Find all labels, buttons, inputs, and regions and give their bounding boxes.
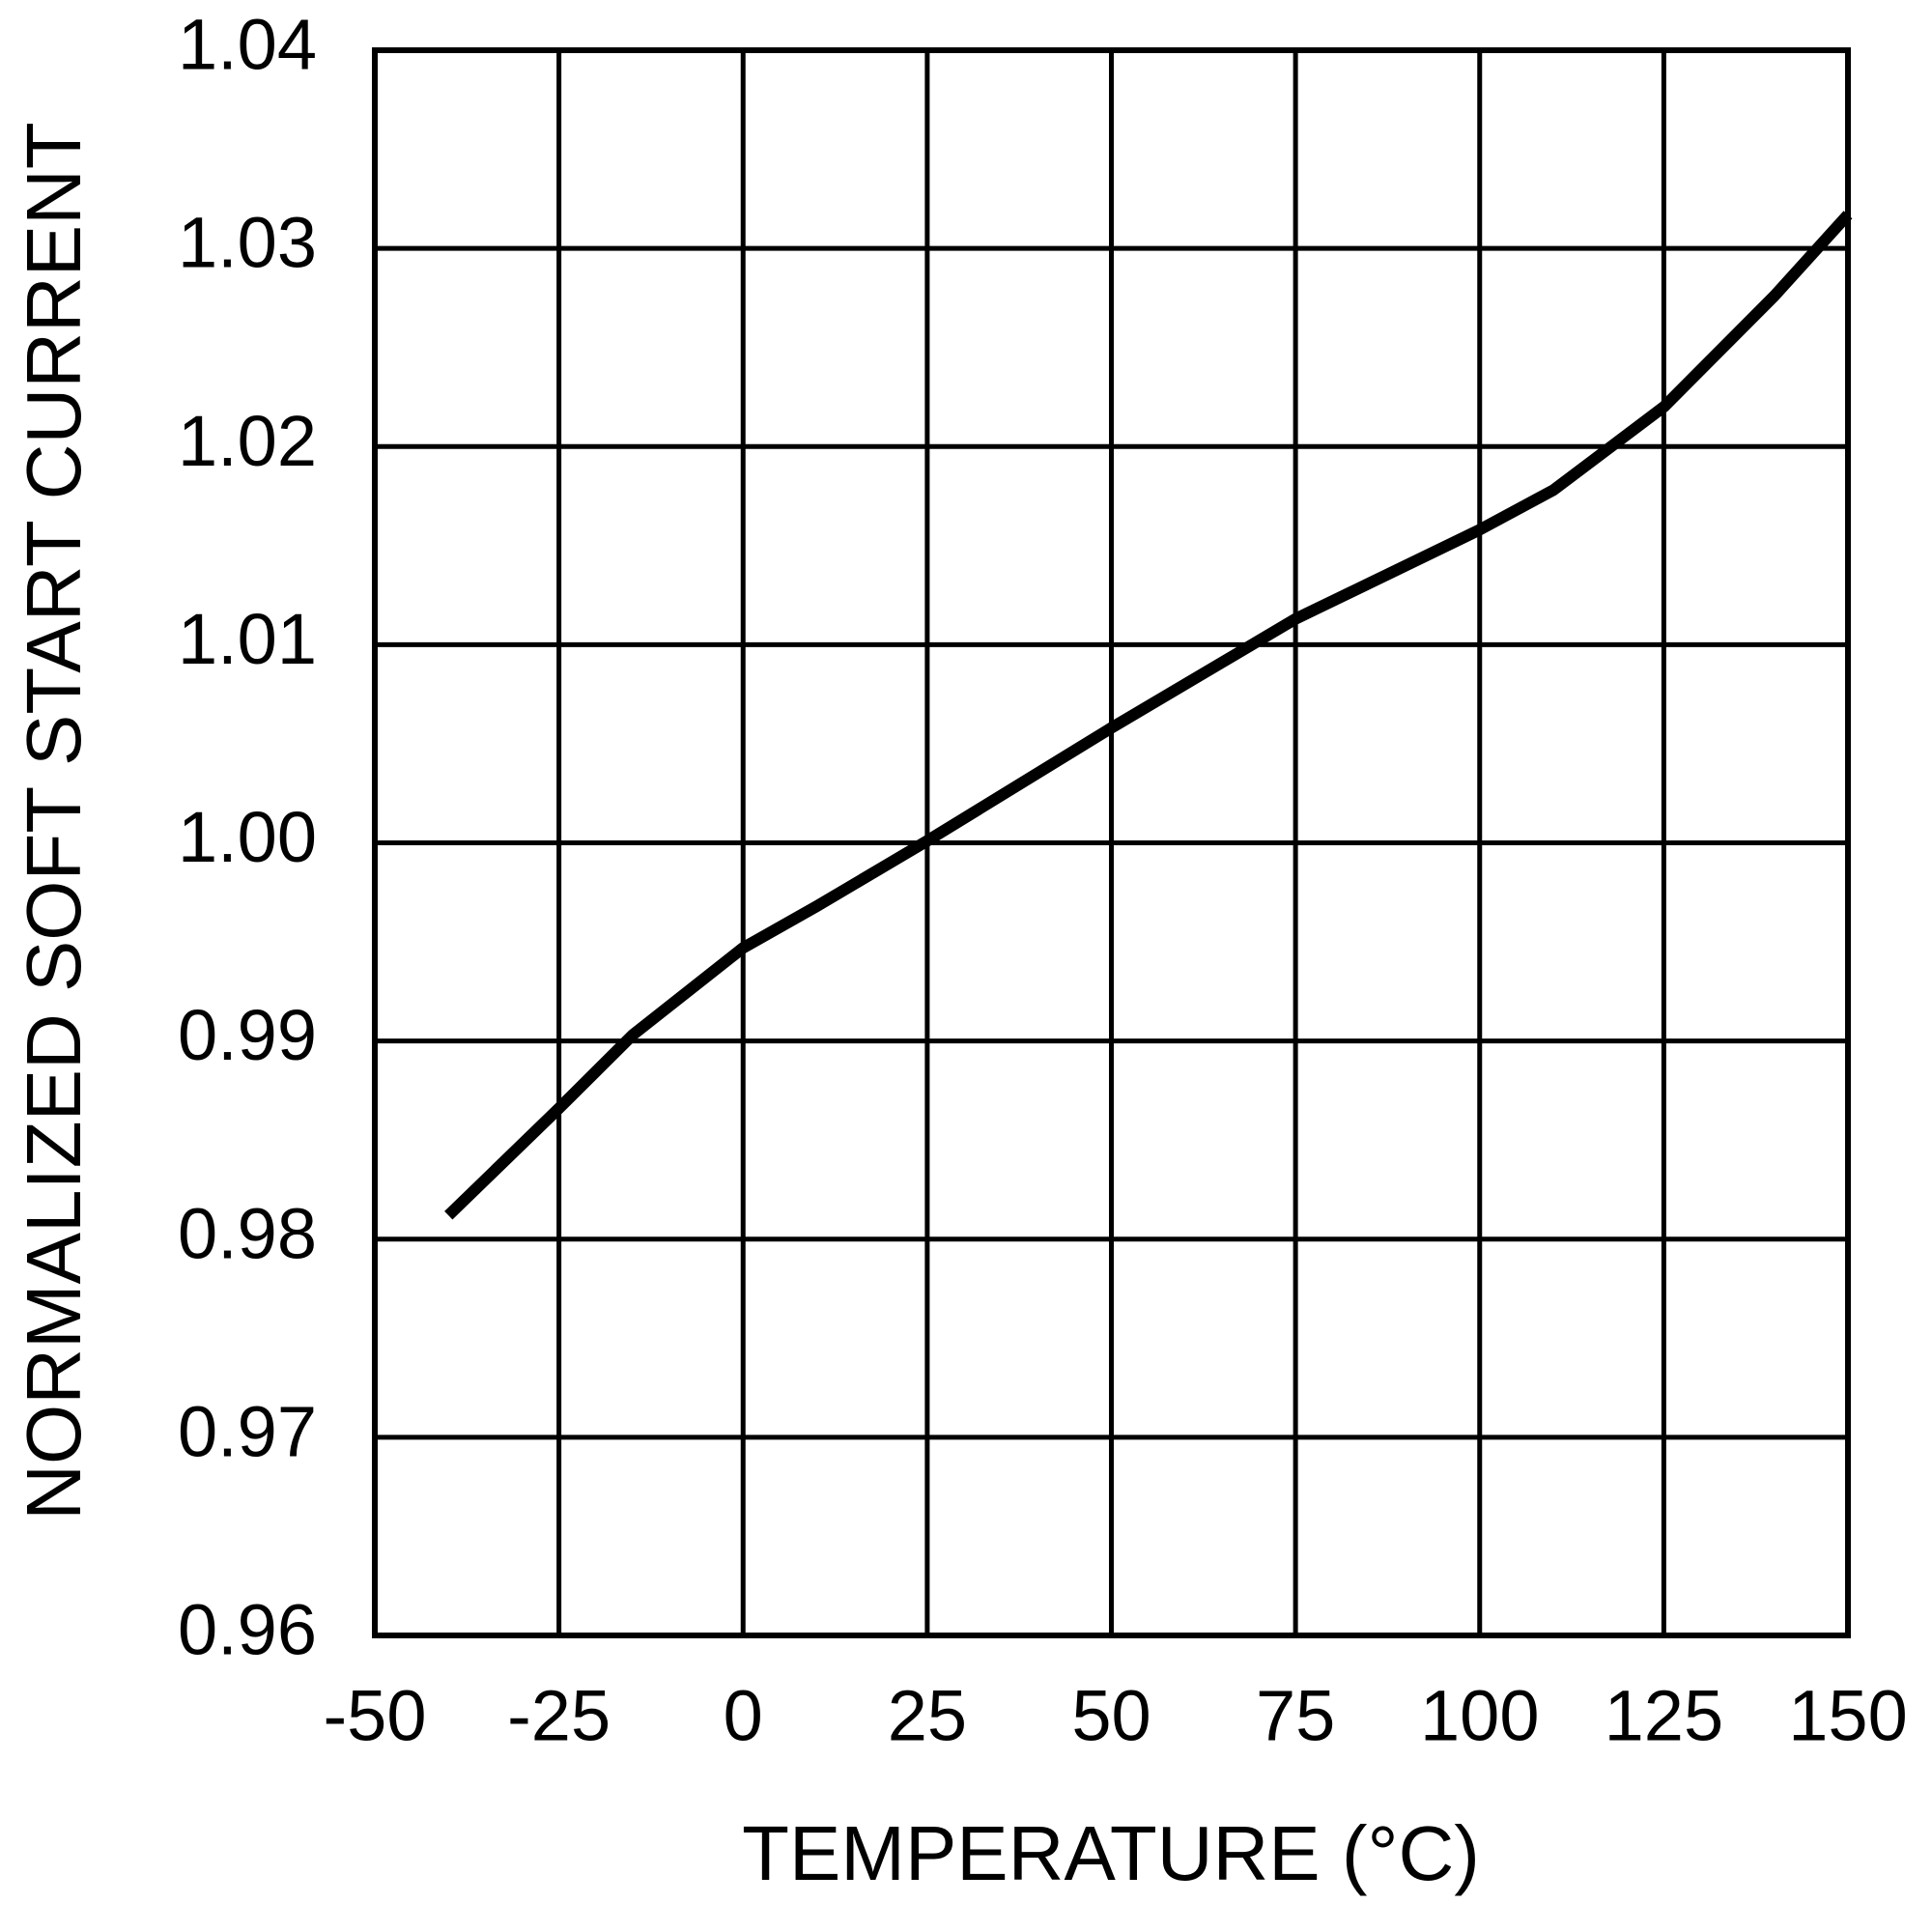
y-tick-label: 1.02 (178, 401, 317, 481)
x-tick-label: 75 (1256, 1676, 1335, 1756)
y-tick-label: 1.04 (178, 5, 317, 85)
y-tick-label: 0.99 (178, 995, 317, 1075)
y-tick-label: 1.00 (178, 797, 317, 877)
y-tick-label: 0.97 (178, 1391, 317, 1471)
y-tick-label: 1.01 (178, 599, 317, 679)
x-tick-label: 125 (1605, 1676, 1723, 1756)
x-tick-label: -25 (507, 1676, 611, 1756)
y-tick-label: 0.98 (178, 1193, 317, 1273)
x-tick-label: 25 (888, 1676, 967, 1756)
x-axis-title: TEMPERATURE (°C) (742, 1810, 1480, 1896)
data-line (444, 211, 1853, 1220)
x-tick-label: 100 (1420, 1676, 1539, 1756)
x-tick-label: 50 (1071, 1676, 1151, 1756)
y-tick-label: 0.96 (178, 1590, 317, 1670)
x-tick-label: 150 (1788, 1676, 1907, 1756)
plot-frame (372, 47, 1851, 1638)
x-tick-label: -50 (324, 1676, 427, 1756)
y-axis-title: NORMALIZED SOFT START CURRENT (11, 122, 97, 1520)
y-tick-label: 1.03 (178, 203, 317, 283)
x-tick-label: 0 (724, 1676, 763, 1756)
